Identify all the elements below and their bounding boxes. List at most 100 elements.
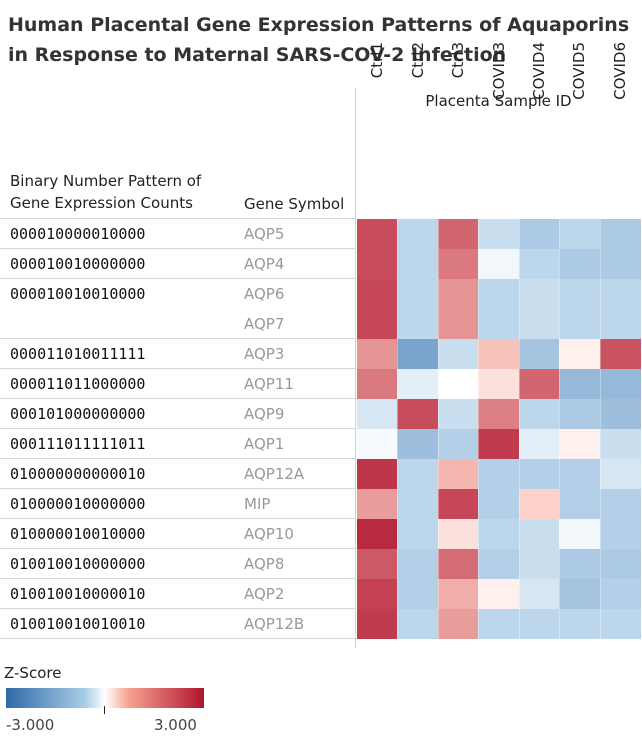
heatmap-cell (478, 609, 520, 639)
heatmap-cell (357, 249, 398, 279)
column-label: Ctrl1 (368, 42, 387, 79)
row-separator (0, 518, 355, 519)
column-divider (559, 219, 560, 639)
row-separator (0, 218, 355, 219)
heatmap-cell (397, 519, 439, 549)
pattern-label: 010010010010010 (10, 615, 146, 633)
legend-title: Z-Score (4, 664, 62, 682)
heatmap-cell (357, 579, 398, 609)
row-separator (0, 458, 355, 459)
heatmap-cell (599, 369, 641, 399)
heatmap-cell (518, 519, 560, 549)
pattern-label: 010010010000000 (10, 555, 146, 573)
pattern-label: 000101000000000 (10, 405, 146, 423)
heatmap-cell (437, 219, 479, 249)
heatmap-cell (397, 609, 439, 639)
row-separator (0, 278, 355, 279)
row-separator (0, 338, 355, 339)
heatmap-cell (357, 369, 398, 399)
heatmap-cell (599, 609, 641, 639)
heatmap-cell (397, 549, 439, 579)
column-label: COVID3 (489, 42, 508, 100)
gene-label: AQP5 (244, 225, 285, 243)
row-separator (0, 608, 355, 609)
heatmap-cell (599, 399, 641, 429)
heatmap-cell (478, 249, 520, 279)
row-separator (0, 578, 355, 579)
gene-label: AQP11 (244, 375, 294, 393)
heatmap-cell (478, 339, 520, 369)
pattern-label: 000010010010000 (10, 285, 146, 303)
gene-label: AQP10 (244, 525, 294, 543)
column-divider (478, 219, 479, 639)
gene-label: AQP12B (244, 615, 305, 633)
heatmap-cell (599, 579, 641, 609)
heatmap-cell (437, 339, 479, 369)
heatmap-cell (599, 519, 641, 549)
heatmap-cell (397, 459, 439, 489)
heatmap-cell (478, 489, 520, 519)
heatmap-cell (478, 369, 520, 399)
row-separator (0, 368, 355, 369)
gene-label: AQP8 (244, 555, 285, 573)
heatmap-cell (518, 399, 560, 429)
heatmap-cell (478, 399, 520, 429)
column-label: Ctrl2 (408, 42, 427, 79)
column-label: COVID6 (610, 42, 629, 100)
heatmap-cell (437, 429, 479, 459)
heatmap-cell (478, 579, 520, 609)
pattern-label: 010000000000010 (10, 465, 146, 483)
heatmap-cell (397, 339, 439, 369)
heatmap-cell (357, 459, 398, 489)
heatmap-cell (357, 549, 398, 579)
heatmap-cell (357, 339, 398, 369)
legend-zero-tick (104, 706, 105, 714)
heatmap-cell (518, 219, 560, 249)
heatmap-cell (518, 249, 560, 279)
heatmap-cell (437, 459, 479, 489)
heatmap-cell (397, 279, 439, 339)
pattern-label: 000011010011111 (10, 345, 146, 363)
column-label: Ctrl3 (449, 42, 468, 79)
row-separator (0, 488, 355, 489)
pattern-label: 010010010000010 (10, 585, 146, 603)
heatmap-cell (599, 549, 641, 579)
heatmap-cell (357, 219, 398, 249)
gene-label: AQP3 (244, 345, 285, 363)
heatmap-cell (518, 609, 560, 639)
heatmap-cell (518, 579, 560, 609)
heatmap-cell (478, 519, 520, 549)
pattern-label: 010000010000000 (10, 495, 146, 513)
column-label: COVID4 (529, 42, 548, 100)
heatmap-cell (357, 609, 398, 639)
heatmap-cell (397, 399, 439, 429)
heatmap-cell (559, 429, 601, 459)
heatmap-cell (559, 579, 601, 609)
gene-label: AQP1 (244, 435, 285, 453)
heatmap-cell (397, 249, 439, 279)
heatmap-cell (518, 489, 560, 519)
heatmap-cell (478, 279, 520, 339)
heatmap-cell (397, 579, 439, 609)
heatmap-cell (357, 399, 398, 429)
heatmap-cell (437, 489, 479, 519)
row-separator (0, 248, 355, 249)
heatmap-cell (599, 459, 641, 489)
heatmap-cell (437, 249, 479, 279)
gene-label: AQP12A (244, 465, 305, 483)
heatmap-cell (478, 429, 520, 459)
gene-label: AQP7 (244, 315, 285, 333)
pattern-label: 000011011000000 (10, 375, 146, 393)
color-legend-bar (6, 688, 204, 708)
heatmap-cell (478, 549, 520, 579)
heatmap-cell (397, 489, 439, 519)
heatmap-cell (357, 429, 398, 459)
heatmap-cell (397, 429, 439, 459)
heatmap-cell (599, 489, 641, 519)
pattern-column-header: Binary Number Pattern of Gene Expression… (10, 172, 202, 212)
pattern-label: 000010000010000 (10, 225, 146, 243)
row-separator (0, 548, 355, 549)
gene-label: MIP (244, 495, 271, 513)
legend-max-label: 3.000 (154, 716, 197, 734)
heatmap-cell (518, 279, 560, 339)
